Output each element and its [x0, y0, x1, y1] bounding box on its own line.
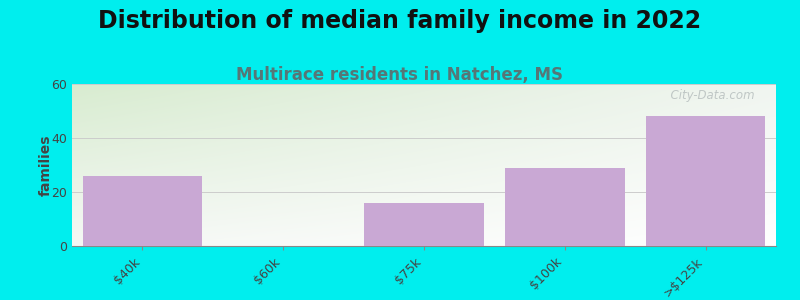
Y-axis label: families: families: [38, 134, 53, 196]
Text: Distribution of median family income in 2022: Distribution of median family income in …: [98, 9, 702, 33]
Text: Multirace residents in Natchez, MS: Multirace residents in Natchez, MS: [237, 66, 563, 84]
Bar: [505, 168, 625, 246]
Text: City-Data.com: City-Data.com: [663, 89, 755, 102]
Bar: [364, 203, 484, 246]
Bar: [646, 116, 766, 246]
Bar: [82, 176, 202, 246]
